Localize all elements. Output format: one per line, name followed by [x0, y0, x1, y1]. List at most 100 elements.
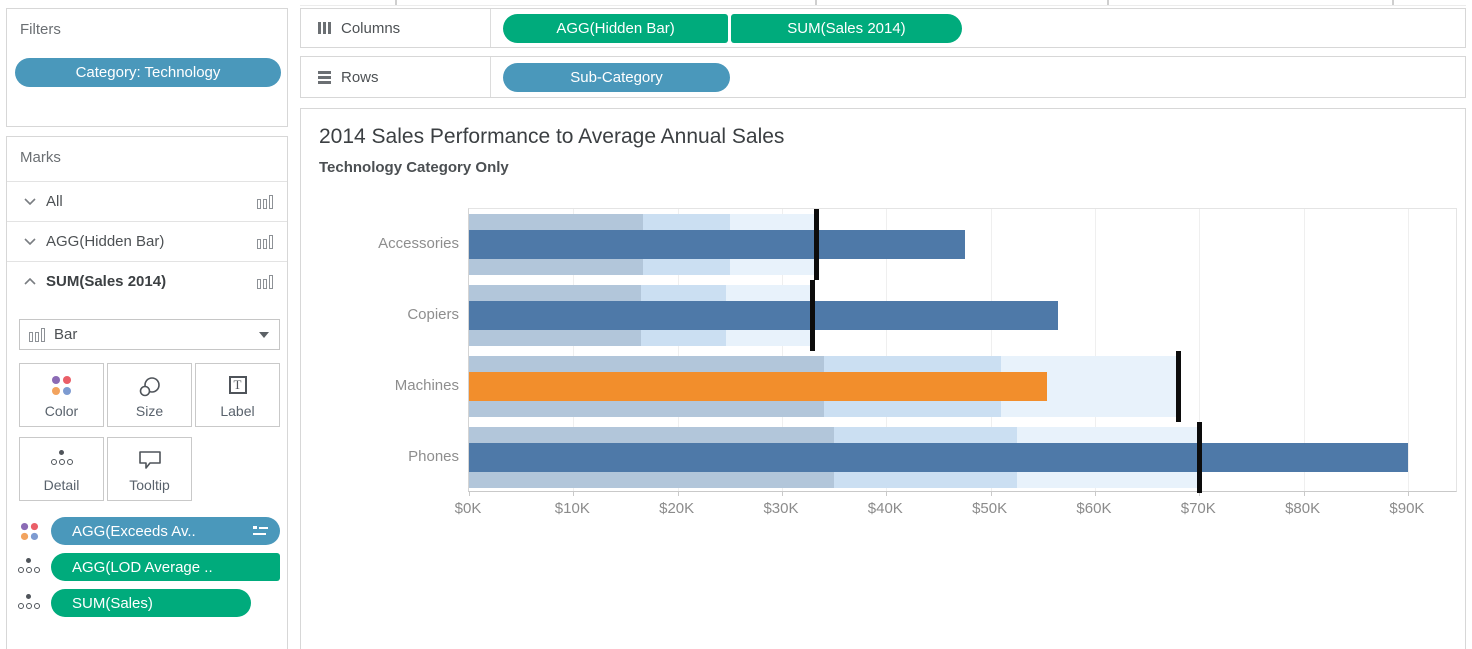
axis-tick — [1094, 492, 1096, 496]
rows-shelf-label: Rows — [301, 57, 491, 97]
marks-card-label: SUM(Sales 2014) — [46, 273, 167, 290]
category-label-copiers: Copiers — [407, 306, 459, 323]
bar-chart-icon — [29, 327, 45, 342]
columns-pill-agg-hidden-bar[interactable]: AGG(Hidden Bar) — [503, 13, 728, 43]
color-button[interactable]: Color — [19, 363, 104, 427]
worksheet-view: 2014 Sales Performance to Average Annual… — [300, 108, 1466, 649]
size-button[interactable]: Size — [107, 363, 192, 427]
chart-subtitle: Technology Category Only — [319, 159, 509, 176]
encoding-row: SUM(Sales) — [7, 589, 289, 617]
category-label-machines: Machines — [394, 377, 459, 394]
rows-pill-sub-category[interactable]: Sub-Category — [503, 62, 730, 92]
pill-label: SUM(Sales) — [72, 594, 153, 612]
pill-agg-exceeds-average[interactable]: AGG(Exceeds Av.. — [51, 517, 280, 545]
pill-agg-lod-average[interactable]: AGG(LOD Average .. — [51, 553, 280, 581]
encoding-row: AGG(Exceeds Av.. — [7, 517, 289, 545]
x-tick-label: $10K — [554, 500, 590, 517]
gridline — [990, 209, 992, 491]
bar-chart-icon — [257, 234, 273, 249]
axis-tick — [1199, 492, 1201, 496]
detail-icon — [17, 558, 41, 576]
marks-card-label: AGG(Hidden Bar) — [46, 233, 165, 250]
legend-icon — [253, 526, 268, 535]
x-tick-label: $30K — [763, 500, 799, 517]
pill-sum-sales[interactable]: SUM(Sales) — [51, 589, 251, 617]
category-label-phones: Phones — [408, 448, 459, 465]
encoding-row: AGG(LOD Average .. — [7, 553, 289, 581]
size-button-label: Size — [135, 403, 164, 419]
columns-shelf-text: Columns — [341, 19, 401, 37]
detail-button[interactable]: Detail — [19, 437, 104, 501]
gridline — [573, 209, 575, 491]
x-tick-label: $0K — [454, 500, 482, 517]
toolbar-edge-strip — [300, 0, 1466, 6]
tooltip-button[interactable]: Tooltip — [107, 437, 192, 501]
average-reference-line-phones — [1196, 422, 1202, 493]
sales-2014-bar-accessories[interactable] — [469, 230, 965, 259]
chevron-down-icon — [24, 238, 36, 245]
detail-icon — [50, 450, 74, 468]
gridline — [781, 209, 783, 491]
average-reference-line-machines — [1175, 351, 1181, 422]
marks-card-all[interactable]: All — [7, 181, 287, 221]
chart-title: 2014 Sales Performance to Average Annual… — [319, 125, 785, 148]
axis-tick — [1303, 492, 1305, 496]
axis-tick — [469, 492, 470, 496]
pill-label: AGG(LOD Average .. — [72, 558, 213, 576]
axis-tick — [990, 492, 992, 496]
pill-label: AGG(Hidden Bar) — [556, 19, 675, 37]
columns-icon — [318, 22, 331, 34]
color-icon — [20, 522, 38, 540]
rows-icon — [318, 70, 331, 84]
average-reference-line-accessories — [813, 209, 819, 280]
filter-pill-category-technology[interactable]: Category: Technology — [15, 58, 281, 87]
sales-2014-bar-phones[interactable] — [469, 443, 1408, 472]
bullet-row-machines — [469, 351, 1456, 422]
columns-shelf: Columns AGG(Hidden Bar) SUM(Sales 2014) — [300, 8, 1466, 48]
marks-card-agg-hidden-bar[interactable]: AGG(Hidden Bar) — [7, 221, 287, 261]
bullet-row-phones — [469, 422, 1456, 493]
bar-chart-icon — [257, 274, 273, 289]
axis-tick — [886, 492, 888, 496]
gridline — [1303, 209, 1305, 491]
axis-tick — [1407, 492, 1409, 496]
category-label-accessories: Accessories — [378, 235, 459, 252]
marks-card-list: All AGG(Hidden Bar) SUM(Sales 2014) — [7, 181, 287, 301]
marks-card-sum-sales-2014[interactable]: SUM(Sales 2014) — [7, 261, 287, 301]
plot-area — [468, 208, 1457, 496]
marks-card-label: All — [46, 193, 63, 210]
detail-button-label: Detail — [43, 477, 80, 493]
filters-panel: Filters Category: Technology — [6, 8, 288, 127]
rows-shelf: Rows Sub-Category — [300, 56, 1466, 98]
average-reference-line-copiers — [809, 280, 815, 351]
pill-label: AGG(Exceeds Av.. — [72, 522, 196, 540]
bullet-row-accessories — [469, 209, 1456, 280]
mark-type-dropdown[interactable]: Bar — [19, 319, 280, 350]
columns-shelf-label: Columns — [301, 9, 491, 47]
x-tick-label: $40K — [867, 500, 903, 517]
color-icon — [52, 376, 71, 395]
columns-pill-sum-sales-2014[interactable]: SUM(Sales 2014) — [731, 13, 962, 43]
x-tick-label: $60K — [1076, 500, 1112, 517]
label-button[interactable]: T Label — [195, 363, 280, 427]
pill-label: Sub-Category — [570, 68, 663, 86]
color-button-label: Color — [44, 403, 79, 419]
sales-2014-bar-copiers[interactable] — [469, 301, 1059, 330]
gridline — [886, 209, 888, 491]
tooltip-button-label: Tooltip — [129, 477, 170, 493]
sales-2014-bar-machines[interactable] — [469, 372, 1047, 401]
bar-chart-icon — [257, 194, 273, 209]
label-button-label: Label — [220, 403, 255, 419]
chevron-down-icon — [24, 198, 36, 205]
gridline — [1407, 209, 1409, 491]
rows-shelf-text: Rows — [341, 68, 379, 86]
gridline — [677, 209, 679, 491]
x-axis-labels: $0K $10K $20K $30K $40K $50K $60K $70K $80K $90K — [455, 500, 1457, 522]
filters-panel-title: Filters — [20, 21, 61, 38]
x-tick-label: $50K — [972, 500, 1008, 517]
detail-icon — [17, 594, 41, 612]
size-icon — [139, 377, 160, 397]
chevron-up-icon — [24, 278, 36, 285]
mark-type-label: Bar — [54, 326, 78, 343]
